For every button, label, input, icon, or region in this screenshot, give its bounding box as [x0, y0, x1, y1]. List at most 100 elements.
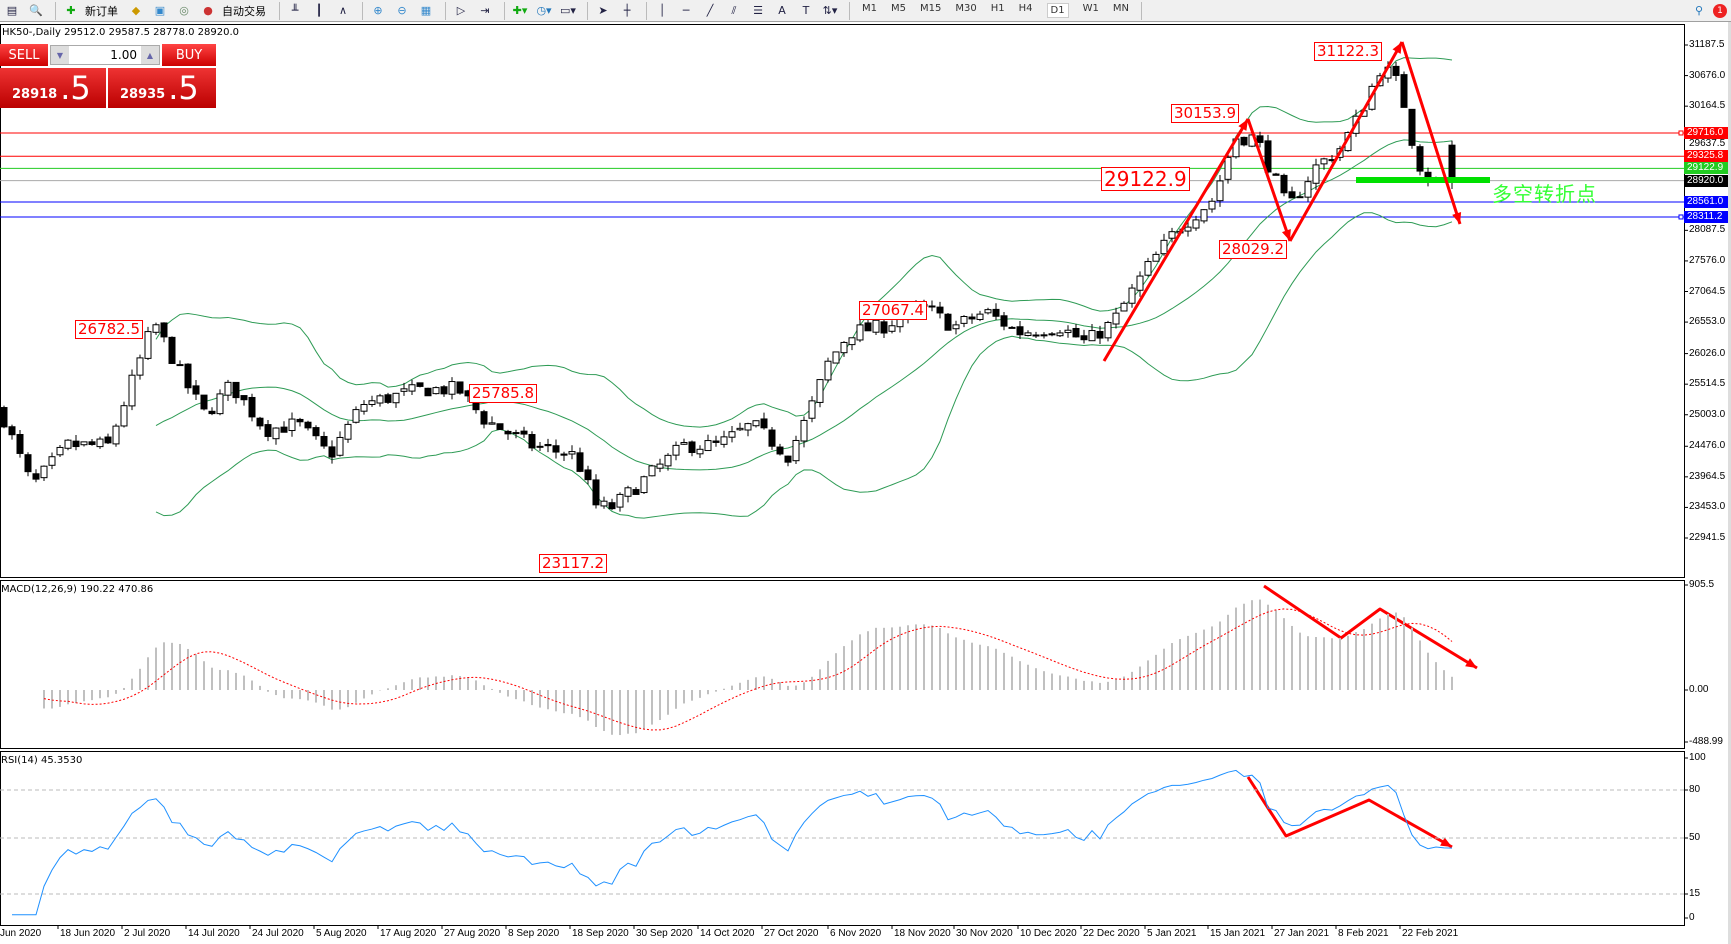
candle-bull: [136, 357, 144, 376]
terminal-icon[interactable]: ▣: [154, 4, 166, 17]
trendline-icon[interactable]: ╱: [706, 4, 714, 17]
vertical-line-icon[interactable]: │: [658, 4, 666, 17]
macd-signal-line: [43, 608, 1453, 731]
bb-lower: [155, 212, 1453, 519]
timeframe-m5[interactable]: M5: [891, 3, 906, 14]
cursor-icon[interactable]: ➤: [598, 4, 608, 17]
candle-bear: [1016, 326, 1024, 336]
timeframe-h1[interactable]: H1: [990, 3, 1005, 14]
candle-bull: [1144, 261, 1152, 276]
candle-bear: [104, 436, 112, 444]
candle-bull: [816, 379, 824, 403]
rsi-tick-label: 50: [1689, 832, 1701, 843]
timeframe-m30[interactable]: M30: [955, 3, 977, 14]
auto-trading-button[interactable]: 自动交易: [222, 4, 266, 18]
tile-windows-icon[interactable]: ▦: [420, 4, 432, 17]
candle-bull: [888, 325, 896, 332]
lot-size-stepper[interactable]: ▼ 1.00 ▲: [50, 45, 160, 65]
candle-bull: [1224, 156, 1232, 180]
text-label-icon[interactable]: T: [802, 4, 810, 17]
sell-button[interactable]: SELL: [0, 44, 48, 66]
candle-bull: [1128, 287, 1136, 304]
indicators-icon[interactable]: ✚▾: [512, 4, 528, 17]
candle-bull: [1120, 302, 1128, 312]
buy-price[interactable]: 28935.5: [108, 68, 216, 108]
metaeditor-icon[interactable]: ◆: [131, 4, 141, 17]
crosshair-icon[interactable]: ┼: [623, 4, 631, 17]
separator: [646, 1, 647, 20]
candle-bear: [632, 489, 640, 495]
candle-bull: [1064, 329, 1072, 334]
candle-bear: [776, 446, 784, 455]
candle-bear: [440, 386, 448, 395]
timeframe-m1[interactable]: M1: [862, 3, 877, 14]
buy-button[interactable]: BUY: [162, 44, 216, 66]
candle-bull: [848, 337, 856, 346]
x-tick-label: 2 Jul 2020: [124, 928, 171, 939]
line-chart-icon[interactable]: ∧: [338, 4, 348, 17]
chart-shift-icon[interactable]: ⇥: [480, 4, 490, 17]
y-tick-label: 25514.5: [1689, 378, 1726, 390]
candle-bear: [184, 363, 192, 389]
timeframe-m15[interactable]: M15: [920, 3, 942, 14]
increase-lot-icon[interactable]: ▲: [141, 46, 159, 64]
templates-icon[interactable]: ▭▾: [560, 4, 576, 17]
timeframe-h4[interactable]: H4: [1018, 3, 1033, 14]
zoom-out-icon[interactable]: ⊖: [397, 4, 407, 17]
timeframe-d1[interactable]: D1: [1046, 3, 1069, 18]
candle-bull: [808, 400, 816, 419]
candlestick-icon[interactable]: ┃: [315, 4, 323, 17]
candle-bull: [1208, 200, 1216, 210]
timeframe-mn[interactable]: MN: [1112, 3, 1129, 14]
y-tick-label: 30676.0: [1689, 69, 1726, 81]
new-order-icon[interactable]: ✚: [66, 4, 76, 17]
scrollbar[interactable]: [1728, 22, 1731, 944]
bar-chart-icon[interactable]: ╨: [291, 4, 299, 17]
macd-title: MACD(12,26,9) 190.22 470.86: [1, 584, 154, 595]
y-tick-label: 23964.5: [1689, 470, 1726, 482]
sell-price-pips: .5: [60, 69, 91, 107]
sell-price[interactable]: 28918.5: [0, 68, 106, 108]
pivot-bar: [1356, 177, 1490, 183]
candle-bull: [400, 388, 408, 392]
new-order-button[interactable]: 新订单: [85, 4, 118, 18]
candle-bear: [552, 445, 560, 453]
candle-bull: [800, 419, 808, 442]
candle-bull: [408, 384, 416, 392]
auto-trading-icon[interactable]: ●: [203, 4, 213, 17]
auto-scroll-icon[interactable]: ▷: [456, 4, 466, 17]
rsi-tick-label: 100: [1689, 752, 1706, 763]
candle-bull: [512, 432, 520, 435]
horizontal-line-icon[interactable]: ─: [682, 4, 690, 17]
document-icon[interactable]: ▤: [6, 4, 18, 17]
signals-icon[interactable]: ◎: [179, 4, 189, 17]
candle-bull: [1056, 332, 1064, 337]
candle-bear: [1408, 108, 1416, 146]
y-tick-label: 29637.5: [1689, 138, 1726, 149]
equidistant-channel-icon[interactable]: ⫽: [731, 3, 737, 17]
trend-arrow: [1400, 41, 1462, 225]
text-icon[interactable]: A: [778, 4, 786, 17]
zoom-in-icon[interactable]: ⊕: [373, 4, 383, 17]
candle-bear: [320, 435, 328, 447]
periods-icon[interactable]: ◷▾: [536, 4, 552, 17]
notification-badge[interactable]: 1: [1713, 3, 1727, 18]
lot-size-input[interactable]: 1.00: [110, 48, 137, 62]
candle-bear: [880, 321, 888, 334]
trend-arrow-head: [1392, 42, 1402, 54]
timeframe-group: M1 M5 M15 M30 H1 H4 D1 W1 MN: [855, 3, 1136, 18]
x-tick-label: 27 Aug 2020: [444, 928, 501, 939]
search-icon[interactable]: ⚲: [1694, 4, 1704, 17]
x-tick-label: 30 Sep 2020: [636, 928, 693, 939]
sell-price-main: 28918: [12, 87, 58, 102]
zoom-chart-icon[interactable]: 🔍: [29, 4, 43, 17]
candle-bull: [1088, 330, 1096, 342]
timeframe-w1[interactable]: W1: [1082, 3, 1099, 14]
fibonacci-icon[interactable]: ☰: [753, 4, 763, 17]
candle-bull: [216, 393, 224, 415]
arrows-icon[interactable]: ⇅▾: [822, 4, 838, 17]
decrease-lot-icon[interactable]: ▼: [51, 46, 69, 64]
candle-bear: [712, 440, 720, 443]
candle-bear: [496, 423, 504, 430]
